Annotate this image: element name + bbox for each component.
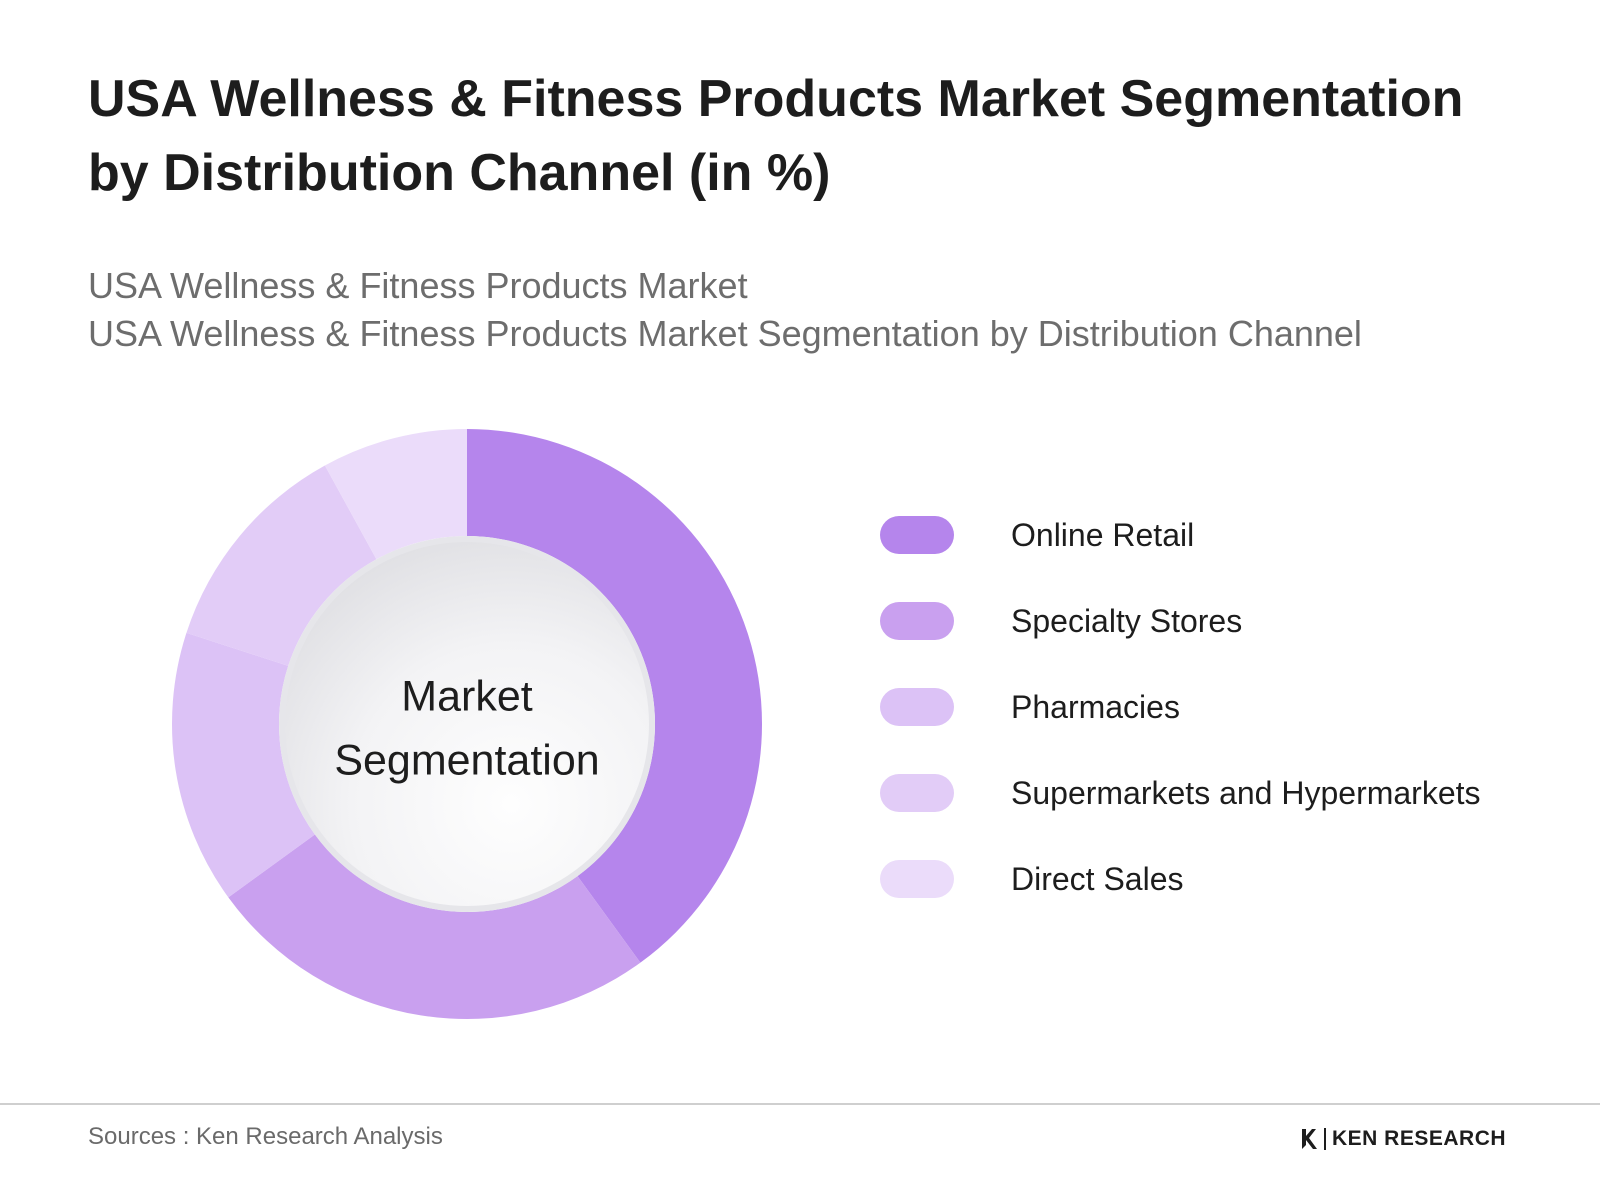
legend-swatch — [880, 688, 954, 726]
donut-center — [285, 542, 649, 906]
center-label-line-1: Market — [401, 672, 532, 720]
donut-slice-specialty-stores — [228, 834, 641, 1019]
ken-research-logo: KEN RESEARCH — [1300, 1124, 1506, 1154]
legend-item-supermarkets: Supermarkets and Hypermarkets — [880, 774, 1580, 860]
logo-separator — [1324, 1128, 1326, 1150]
legend-item-online-retail: Online Retail — [880, 516, 1580, 602]
donut-slice-direct-sales — [324, 429, 467, 560]
legend-item-direct-sales: Direct Sales — [880, 860, 1580, 946]
legend-swatch — [880, 860, 954, 898]
donut-slice-online-retail — [467, 429, 763, 963]
donut-slice-supermarkets-and-hypermarkets — [186, 465, 377, 666]
legend-item-specialty-stores: Specialty Stores — [880, 602, 1580, 688]
logo-text: KEN RESEARCH — [1332, 1127, 1507, 1150]
legend-label: Supermarkets and Hypermarkets — [1011, 775, 1481, 811]
center-label-line-2: Segmentation — [334, 736, 599, 784]
legend-label: Online Retail — [1011, 517, 1195, 553]
subtitle-line-2: USA Wellness & Fitness Products Market S… — [88, 313, 1362, 354]
legend-item-pharmacies: Pharmacies — [880, 688, 1580, 774]
chart-legend: Online Retail Specialty Stores Pharmacie… — [880, 516, 1580, 946]
legend-swatch — [880, 774, 954, 812]
legend-swatch — [880, 602, 954, 640]
chart-subtitle: USA Wellness & Fitness Products Market U… — [88, 262, 1538, 358]
ken-research-logo-mark-icon — [1302, 1129, 1317, 1149]
source-note: Sources : Ken Research Analysis — [88, 1123, 443, 1150]
chart-title: USA Wellness & Fitness Products Market S… — [88, 70, 1464, 202]
subtitle-line-1: USA Wellness & Fitness Products Market — [88, 265, 748, 306]
legend-label: Pharmacies — [1011, 689, 1180, 725]
legend-swatch — [880, 516, 954, 554]
footer-divider — [0, 1103, 1600, 1105]
legend-label: Direct Sales — [1011, 861, 1184, 897]
donut-slice-pharmacies — [171, 632, 315, 898]
legend-label: Specialty Stores — [1011, 603, 1243, 639]
donut-slices — [171, 429, 763, 1019]
